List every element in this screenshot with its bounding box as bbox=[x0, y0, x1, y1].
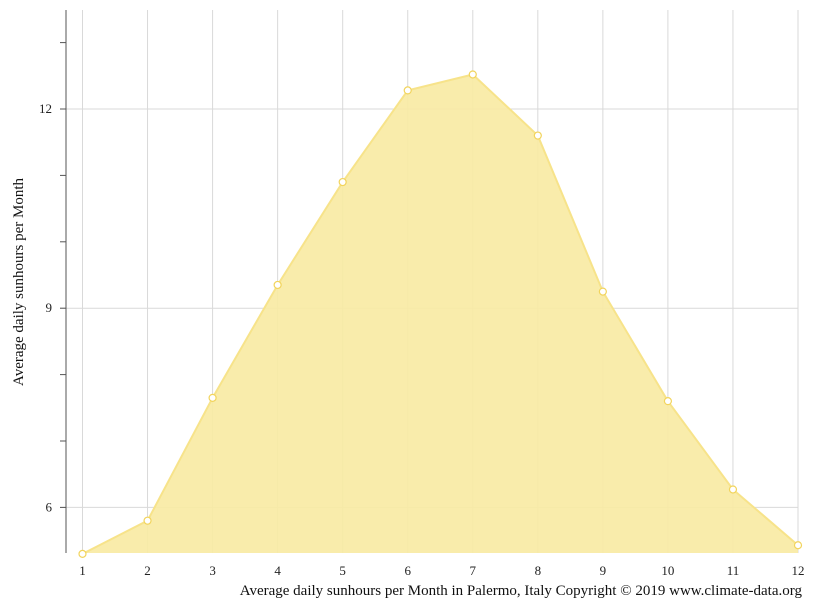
data-point-12 bbox=[793, 541, 803, 550]
sunhours-area bbox=[82, 74, 798, 554]
sunhours-line bbox=[82, 73, 799, 555]
x-tick-label: 5 bbox=[339, 563, 346, 578]
y-axis-label: Average daily sunhours per Month bbox=[11, 178, 27, 387]
x-tick-label: 12 bbox=[792, 563, 805, 578]
data-point-8 bbox=[533, 131, 542, 140]
data-point-9 bbox=[598, 287, 607, 296]
data-point-11 bbox=[728, 485, 738, 494]
data-point-2 bbox=[143, 516, 152, 525]
data-point-3 bbox=[208, 393, 217, 402]
y-tick-label: 9 bbox=[46, 300, 53, 315]
data-point-10 bbox=[663, 397, 673, 406]
x-tick-label: 2 bbox=[144, 563, 151, 578]
x-tick-label: 11 bbox=[727, 563, 740, 578]
x-tick-label: 9 bbox=[600, 563, 607, 578]
x-tick-label: 4 bbox=[274, 563, 281, 578]
data-point-6 bbox=[403, 86, 412, 95]
x-tick-label: 7 bbox=[470, 563, 477, 578]
y-tick-labels: 6 9 12 bbox=[39, 101, 53, 514]
y-axis-minor-ticks bbox=[60, 42, 66, 508]
data-point-4 bbox=[273, 280, 282, 290]
y-tick-label: 6 bbox=[46, 499, 53, 514]
chart-caption: Average daily sunhours per Month in Pale… bbox=[239, 583, 802, 599]
data-point-5 bbox=[338, 177, 347, 187]
x-tick-label: 3 bbox=[209, 563, 216, 578]
data-point-markers bbox=[78, 70, 803, 558]
data-point-1 bbox=[78, 549, 87, 558]
x-tick-labels: 1 2 3 4 5 6 7 8 9 10 11 12 bbox=[79, 563, 804, 578]
x-tick-label: 6 bbox=[404, 563, 411, 578]
x-tick-label: 10 bbox=[661, 563, 674, 578]
data-point-7 bbox=[468, 70, 477, 79]
y-tick-label: 12 bbox=[39, 101, 52, 116]
x-tick-label: 8 bbox=[535, 563, 542, 578]
x-tick-label: 1 bbox=[79, 563, 86, 578]
